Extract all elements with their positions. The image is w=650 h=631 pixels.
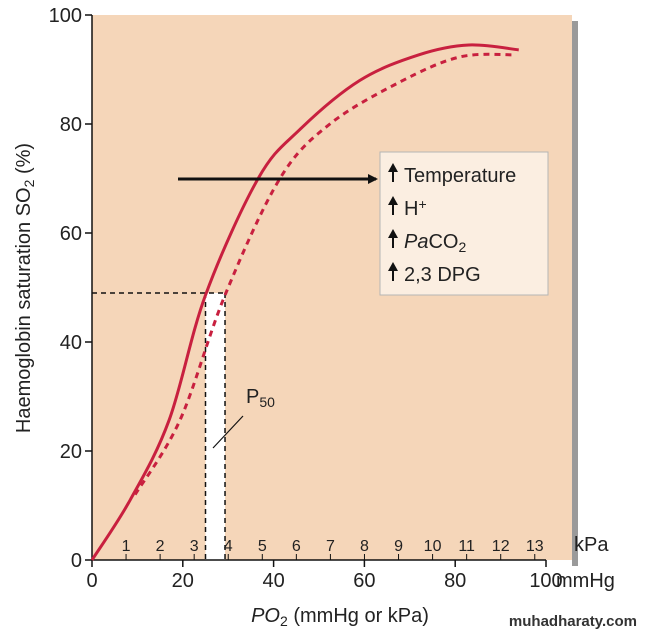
x-tick-label: 100	[529, 570, 562, 592]
y-tick-label: 0	[71, 550, 82, 572]
x2-tick-label: 12	[492, 538, 510, 555]
y-tick-label: 80	[60, 114, 82, 136]
x-tick-label: 20	[172, 570, 194, 592]
y-tick-label: 20	[60, 441, 82, 463]
x-unit: mmHg	[556, 570, 615, 592]
text-part: 2,3 DPG	[404, 264, 481, 286]
text-part: 2	[280, 613, 288, 629]
x-tick-label: 40	[262, 570, 284, 592]
text-part: P	[246, 386, 259, 408]
text-part: (%)	[13, 143, 35, 180]
up-arrow-head	[388, 163, 398, 172]
legend-box	[379, 151, 549, 296]
y-tick-label: 40	[60, 332, 82, 354]
x2-tick-label: 2	[156, 538, 165, 555]
plot-shadow	[572, 21, 578, 566]
text-part: CO	[428, 231, 458, 253]
text-part: (mmHg or kPa)	[288, 605, 429, 627]
legend-item: PaCO2	[404, 231, 466, 255]
p50-leader	[212, 415, 244, 449]
x2-tick-label: 10	[424, 538, 442, 555]
x2-tick-label: 11	[458, 538, 475, 555]
text-part: Pa	[404, 231, 428, 253]
x-tick-label: 60	[353, 570, 375, 592]
x2-tick-label: 5	[258, 538, 267, 555]
x-axis-title: PO2 (mmHg or kPa)	[251, 605, 429, 629]
p50-band	[205, 292, 226, 560]
x-tick-label: 0	[86, 570, 97, 592]
legend-item: H+	[404, 196, 427, 220]
x2-tick-label: 8	[360, 538, 369, 555]
y-axis-title: Haemoglobin saturation SO2 (%)	[13, 143, 37, 433]
text-part: 2	[21, 179, 37, 187]
x2-tick-label: 4	[224, 538, 233, 555]
legend-item: Temperature	[404, 165, 516, 187]
y-tick-label: 60	[60, 223, 82, 245]
text-part: 50	[259, 394, 275, 410]
text-part: +	[418, 196, 426, 212]
legend-item: 2,3 DPG	[404, 264, 481, 286]
x2-tick-label: 3	[190, 538, 199, 555]
text-part: Temperature	[404, 165, 516, 187]
text-part: PO	[251, 605, 280, 627]
up-arrow-head	[388, 196, 398, 205]
x2-tick-label: 6	[292, 538, 301, 555]
x2-tick-label: 9	[394, 538, 403, 555]
up-arrow-head	[388, 262, 398, 271]
text-part: 2	[458, 239, 466, 255]
text-part: H	[404, 198, 418, 220]
y-tick-label: 100	[49, 5, 82, 27]
x2-tick-label: 7	[326, 538, 335, 555]
x2-unit: kPa	[574, 534, 609, 556]
p50-label: P50	[246, 386, 275, 410]
x-tick-label: 80	[444, 570, 466, 592]
up-arrow-head	[388, 229, 398, 238]
text-part: Haemoglobin saturation SO	[13, 187, 35, 433]
x2-tick-label: 1	[122, 538, 131, 555]
watermark: muhadharaty.com	[509, 613, 637, 630]
x2-tick-label: 13	[526, 538, 544, 555]
